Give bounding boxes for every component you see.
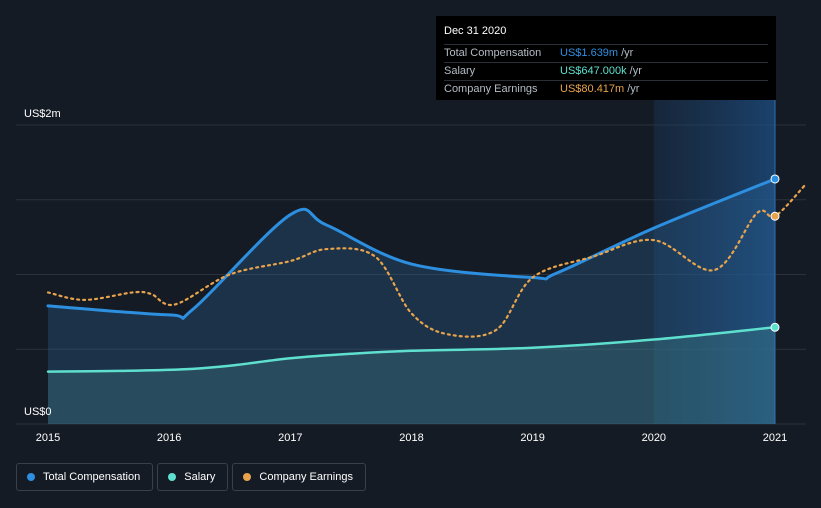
tooltip-label: Total Compensation bbox=[444, 45, 560, 62]
y-tick-label: US$2m bbox=[24, 108, 61, 120]
x-tick-label: 2017 bbox=[278, 432, 302, 444]
tooltip-value: US$80.417m bbox=[560, 81, 624, 98]
tooltip-unit: /yr bbox=[630, 63, 642, 80]
legend: Total Compensation Salary Company Earnin… bbox=[16, 463, 366, 491]
legend-label: Salary bbox=[184, 471, 215, 483]
tooltip: Dec 31 2020 Total Compensation US$1.639m… bbox=[436, 16, 776, 100]
tooltip-label: Salary bbox=[444, 63, 560, 80]
tooltip-row-total: Total Compensation US$1.639m /yr bbox=[444, 44, 768, 62]
x-tick-label: 2019 bbox=[520, 432, 544, 444]
tooltip-value: US$1.639m bbox=[560, 45, 618, 62]
legend-dot-icon bbox=[243, 473, 251, 481]
x-tick-label: 2016 bbox=[157, 432, 181, 444]
tooltip-unit: /yr bbox=[621, 45, 633, 62]
legend-dot-icon bbox=[27, 473, 35, 481]
legend-dot-icon bbox=[168, 473, 176, 481]
tooltip-label: Company Earnings bbox=[444, 81, 560, 98]
x-tick-label: 2021 bbox=[763, 432, 787, 444]
legend-label: Company Earnings bbox=[259, 471, 353, 483]
legend-item-company-earnings[interactable]: Company Earnings bbox=[232, 463, 366, 491]
legend-label: Total Compensation bbox=[43, 471, 140, 483]
tooltip-row-salary: Salary US$647.000k /yr bbox=[444, 62, 768, 80]
legend-item-salary[interactable]: Salary bbox=[157, 463, 228, 491]
salary-marker bbox=[771, 323, 779, 331]
company-earnings-marker bbox=[771, 212, 779, 220]
x-tick-label: 2018 bbox=[399, 432, 423, 444]
tooltip-value: US$647.000k bbox=[560, 63, 627, 80]
x-tick-label: 2015 bbox=[36, 432, 60, 444]
tooltip-unit: /yr bbox=[627, 81, 639, 98]
tooltip-row-earnings: Company Earnings US$80.417m /yr bbox=[444, 80, 768, 98]
legend-item-total-compensation[interactable]: Total Compensation bbox=[16, 463, 153, 491]
total-compensation-marker bbox=[771, 175, 779, 183]
y-tick-label: US$0 bbox=[24, 406, 52, 418]
tooltip-date: Dec 31 2020 bbox=[444, 24, 768, 44]
x-tick-label: 2020 bbox=[642, 432, 666, 444]
